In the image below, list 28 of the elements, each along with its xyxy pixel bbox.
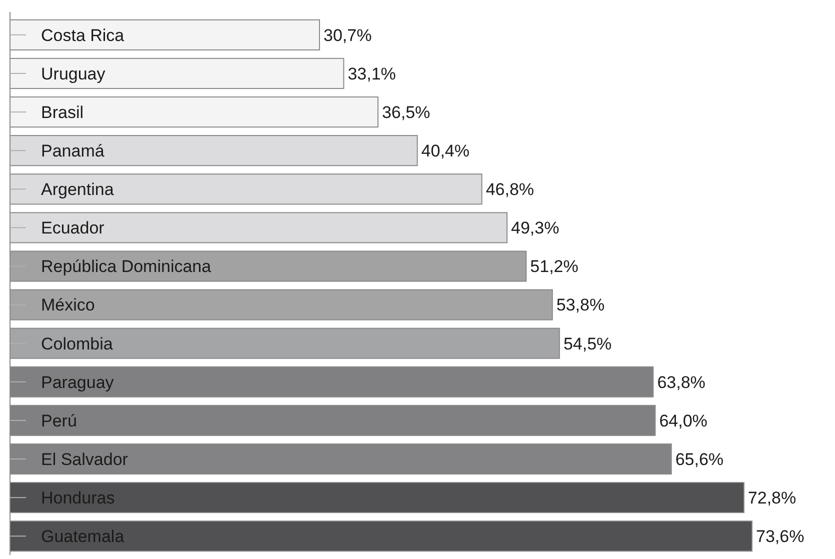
- data-label: 30,7%: [324, 26, 372, 45]
- data-label: 63,8%: [657, 372, 706, 392]
- data-label: 49,3%: [511, 218, 560, 238]
- y-tick-label: Colombia: [41, 334, 114, 354]
- data-label: 72,8%: [748, 488, 796, 508]
- y-tick-label: Guatemala: [41, 527, 125, 546]
- y-tick-label: El Salvador: [41, 450, 128, 469]
- data-label: 73,6%: [756, 527, 804, 546]
- y-tick-label: México: [41, 296, 95, 315]
- y-tick-label: Brasil: [41, 102, 84, 122]
- data-label: 54,5%: [563, 334, 612, 354]
- y-tick-label: Ecuador: [41, 218, 105, 238]
- data-label: 53,8%: [556, 296, 605, 315]
- data-label: 46,8%: [486, 180, 534, 200]
- y-tick-label: República Dominicana: [41, 257, 212, 276]
- data-label: 51,2%: [530, 257, 578, 276]
- y-tick-label: Perú: [41, 411, 77, 430]
- y-tick-label: Costa Rica: [41, 26, 125, 45]
- y-tick-label: Paraguay: [41, 372, 114, 392]
- y-tick-label: Panamá: [41, 142, 105, 161]
- data-label: 40,4%: [421, 142, 470, 161]
- y-tick-label: Uruguay: [41, 64, 106, 84]
- data-label: 65,6%: [675, 450, 724, 469]
- data-label: 36,5%: [382, 102, 430, 122]
- y-tick-label: Honduras: [41, 488, 115, 508]
- y-tick-label: Argentina: [41, 180, 114, 200]
- data-label: 64,0%: [659, 411, 708, 430]
- data-label: 33,1%: [348, 64, 396, 84]
